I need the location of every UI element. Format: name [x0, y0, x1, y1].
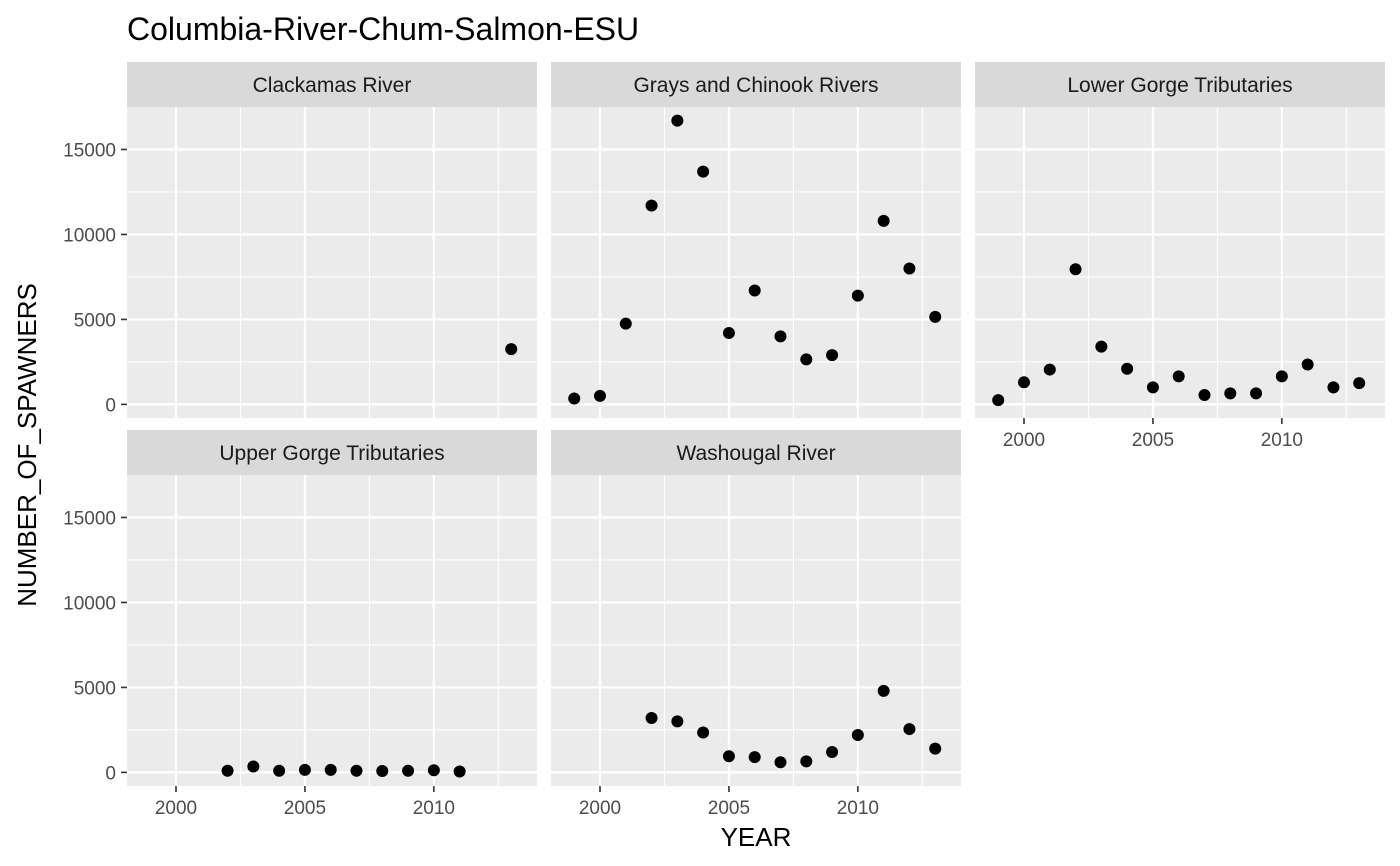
data-point: [427, 764, 440, 777]
data-point: [722, 750, 735, 763]
data-point: [1095, 340, 1108, 353]
facet-panels: Clackamas River 0 5000 10000 15000 Grays and …: [63, 62, 1385, 819]
x-tick-label: 2000: [155, 798, 197, 819]
data-point: [697, 165, 710, 178]
data-point: [221, 764, 234, 777]
data-point: [1275, 370, 1288, 383]
x-tick-label: 2005: [708, 798, 750, 819]
facet-panel: Lower Gorge Tributaries 2000 2005 2010: [975, 62, 1385, 451]
x-tick-label: 2000: [1003, 430, 1045, 451]
data-point: [1146, 381, 1159, 394]
data-point: [774, 330, 787, 343]
data-point: [324, 763, 337, 776]
data-point: [1121, 362, 1134, 375]
data-point: [774, 756, 787, 769]
panel-background: [127, 475, 537, 786]
y-axis-title: NUMBER_OF_SPAWNERS: [12, 283, 42, 607]
data-point: [1301, 358, 1314, 371]
y-tick-label: 10000: [63, 225, 116, 246]
facet-strip-label: Lower Gorge Tributaries: [1067, 74, 1292, 97]
y-tick-label: 0: [105, 763, 116, 784]
x-tick-label: 2005: [284, 798, 326, 819]
data-point: [826, 746, 839, 759]
data-point: [402, 764, 415, 777]
data-point: [273, 764, 286, 777]
y-tick-label: 5000: [74, 678, 116, 699]
data-point: [877, 684, 890, 697]
x-tick-label: 2005: [1132, 430, 1174, 451]
facet-strip: [127, 62, 537, 107]
data-point: [1250, 387, 1263, 400]
facet-strip: [551, 62, 961, 107]
data-point: [697, 726, 710, 739]
y-tick-label: 10000: [63, 593, 116, 614]
data-point: [505, 343, 518, 356]
data-point: [903, 262, 916, 275]
panel-background: [551, 107, 961, 418]
data-point: [800, 353, 813, 366]
data-point: [1353, 377, 1366, 390]
facet-strip-label: Clackamas River: [253, 74, 412, 97]
data-point: [1069, 263, 1082, 276]
facet-panel: Washougal River 2000 2005 2010: [551, 430, 961, 819]
facet-strip-label: Washougal River: [676, 442, 835, 465]
data-point: [376, 765, 389, 778]
data-point: [722, 327, 735, 340]
data-point: [298, 763, 311, 776]
data-point: [593, 389, 606, 402]
facet-panel: Upper Gorge Tributaries 0 5000 10000 15000 20…: [63, 430, 537, 819]
data-point: [671, 715, 684, 728]
x-tick-label: 2010: [837, 798, 879, 819]
data-point: [645, 199, 658, 212]
facet-strip: [975, 62, 1385, 107]
data-point: [1327, 381, 1340, 394]
data-point: [568, 392, 581, 405]
y-tick-label: 15000: [63, 140, 116, 161]
y-tick-label: 15000: [63, 508, 116, 529]
data-point: [645, 712, 658, 725]
x-tick-label: 2010: [413, 798, 455, 819]
y-tick-label: 5000: [74, 310, 116, 331]
data-point: [929, 310, 942, 323]
data-point: [671, 114, 684, 127]
panel-background: [975, 107, 1385, 418]
data-point: [929, 742, 942, 755]
data-point: [1224, 387, 1237, 400]
data-point: [1017, 376, 1030, 389]
chart-title: Columbia-River-Chum-Salmon-ESU: [127, 11, 639, 47]
facet-strip-label: Grays and Chinook Rivers: [633, 74, 878, 97]
data-point: [826, 349, 839, 362]
data-point: [619, 317, 632, 330]
panel-background: [551, 475, 961, 786]
data-point: [877, 214, 890, 227]
data-point: [800, 755, 813, 768]
data-point: [1043, 363, 1056, 376]
y-tick-label: 0: [105, 395, 116, 416]
facet-panel: Clackamas River 0 5000 10000 15000: [63, 62, 537, 418]
data-point: [851, 289, 864, 302]
data-point: [1172, 370, 1185, 383]
x-tick-label: 2010: [1261, 430, 1303, 451]
data-point: [748, 284, 761, 297]
facet-strip: [551, 430, 961, 475]
data-point: [851, 729, 864, 742]
data-point: [903, 723, 916, 736]
x-axis-title: YEAR: [721, 822, 792, 852]
data-point: [350, 764, 363, 777]
x-tick-label: 2000: [579, 798, 621, 819]
data-point: [1198, 389, 1211, 402]
data-point: [992, 394, 1005, 407]
data-point: [748, 751, 761, 764]
facet-strip-label: Upper Gorge Tributaries: [219, 442, 444, 465]
facet-strip: [127, 430, 537, 475]
data-point: [453, 765, 466, 778]
panel-background: [127, 107, 537, 418]
data-point: [247, 760, 260, 773]
facet-panel: Grays and Chinook Rivers: [551, 62, 961, 418]
